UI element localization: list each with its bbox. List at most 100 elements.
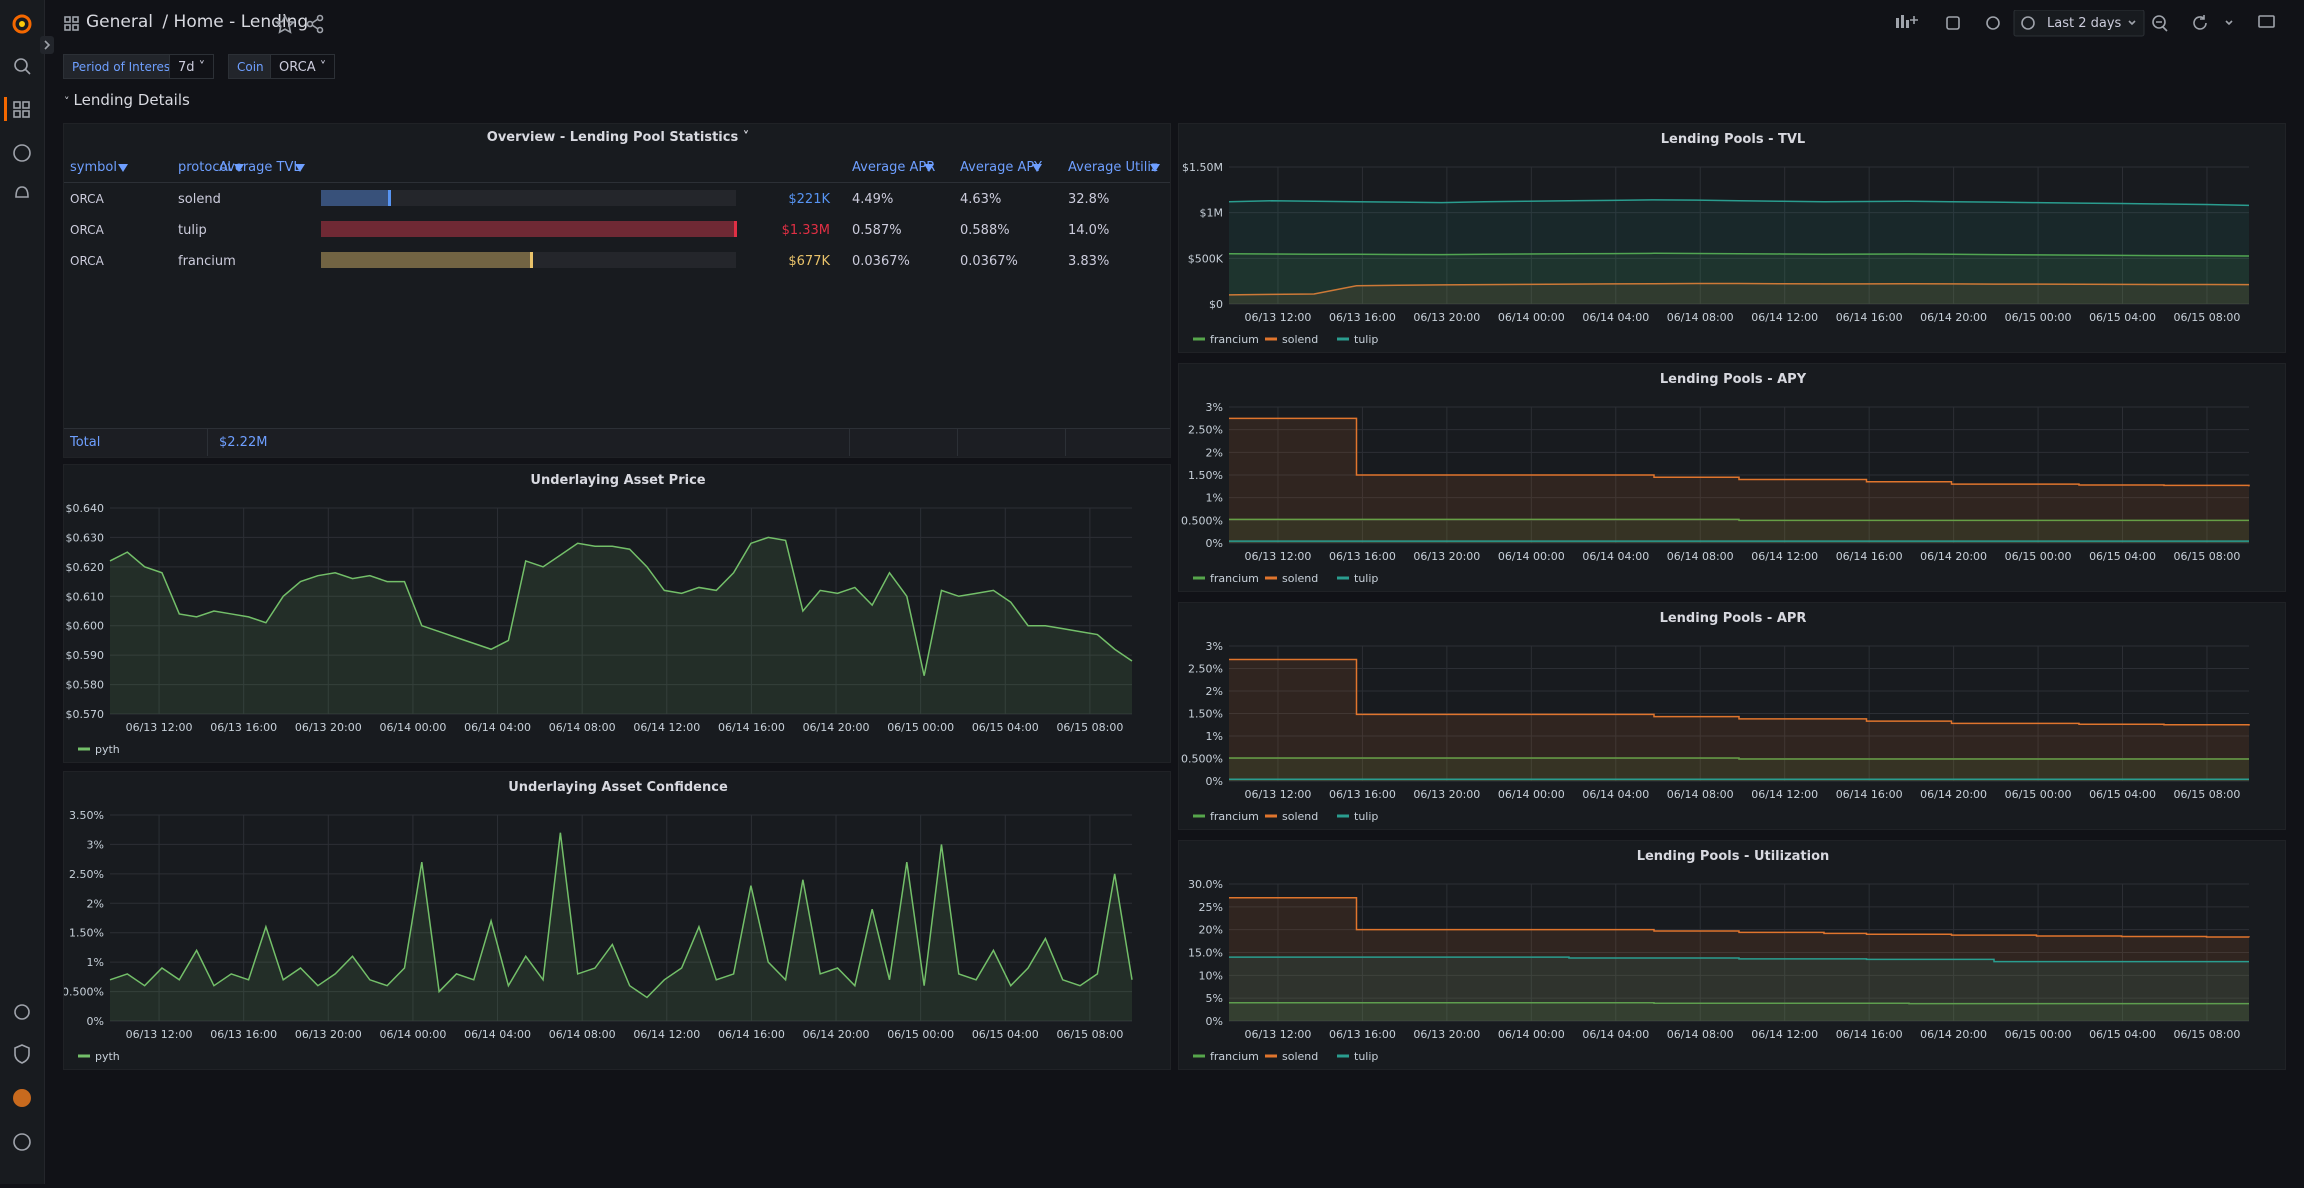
legend-label[interactable]: solend	[1282, 1050, 1318, 1063]
y-tick-label: $1M	[1200, 207, 1224, 220]
y-tick-label: 0.500%	[64, 986, 104, 999]
y-tick-label: 1.50%	[1188, 708, 1223, 721]
filter-icon[interactable]	[924, 164, 934, 172]
star-icon[interactable]	[274, 14, 296, 34]
filter-icon[interactable]	[234, 164, 244, 172]
table-header-bg	[64, 154, 1170, 183]
legend-label[interactable]: francium	[1210, 810, 1259, 823]
table-cell: tulip	[178, 223, 207, 238]
legend-label[interactable]: solend	[1282, 572, 1318, 585]
breadcrumb-dashboard[interactable]: Home - Lending	[173, 12, 309, 32]
column-header[interactable]: symbol	[70, 160, 117, 175]
title-actions	[274, 14, 324, 34]
tvl-bar	[321, 190, 390, 206]
icon-square	[13, 110, 21, 118]
save-icon[interactable]	[1946, 16, 1960, 30]
column-header[interactable]: Average APY	[960, 160, 1042, 175]
x-tick-label: 06/13 12:00	[126, 1028, 193, 1041]
legend-label[interactable]: francium	[1210, 1050, 1259, 1063]
tv-mode-icon[interactable]	[2258, 15, 2275, 28]
explore-icon[interactable]	[13, 144, 31, 162]
x-tick-label: 06/13 12:00	[1245, 788, 1312, 801]
filter-icon[interactable]	[295, 164, 305, 172]
search-icon[interactable]	[14, 58, 28, 72]
legend-label[interactable]: solend	[1282, 333, 1318, 346]
shield-icon[interactable]	[14, 1044, 30, 1064]
sidebar-expand[interactable]	[40, 36, 54, 54]
filter-icon[interactable]	[118, 164, 128, 172]
legend-label[interactable]: pyth	[95, 743, 120, 756]
legend-label[interactable]: pyth	[95, 1050, 120, 1063]
refresh-icon[interactable]	[2193, 15, 2207, 30]
series-line	[1229, 757, 2249, 760]
refresh-chevron[interactable]	[2225, 20, 2233, 26]
time-picker[interactable]	[2013, 10, 2145, 37]
series-area	[1229, 659, 2249, 781]
legend-label[interactable]: solend	[1282, 810, 1318, 823]
x-tick-label: 06/13 16:00	[1329, 311, 1396, 324]
add-panel-button[interactable]	[1896, 15, 1918, 28]
settings-icon[interactable]	[14, 1004, 30, 1020]
column-header[interactable]: protocol	[178, 160, 232, 175]
panel-title[interactable]: Underlaying Asset Confidence	[508, 780, 728, 795]
legend-label[interactable]: francium	[1210, 333, 1259, 346]
variable-value[interactable]: ORCA ˅	[270, 54, 336, 79]
legend-label[interactable]: tulip	[1354, 810, 1378, 823]
table-cell: 32.8%	[1068, 192, 1110, 207]
legend-label[interactable]: francium	[1210, 572, 1259, 585]
y-tick-label: $0.590	[66, 649, 105, 662]
variable-value-text: ORCA	[279, 60, 316, 75]
panel-title[interactable]: Overview - Lending Pool Statistics ˅	[486, 130, 750, 145]
help-icon[interactable]	[13, 1133, 31, 1151]
series-area	[1229, 1002, 2249, 1021]
table-cell: 0.588%	[960, 223, 1010, 238]
x-tick-label: 06/14 00:00	[1498, 311, 1565, 324]
series-line	[1229, 417, 2250, 487]
column-header[interactable]: Average APR	[852, 160, 936, 175]
user-avatar[interactable]	[13, 1089, 31, 1107]
y-tick-label: $500K	[1188, 252, 1224, 265]
dashboards-icon[interactable]	[13, 101, 30, 118]
settings-icon[interactable]	[1986, 16, 2000, 30]
row-header[interactable]: ˅ Lending Details	[64, 91, 190, 109]
grafana-logo[interactable]	[12, 14, 32, 34]
panel-title[interactable]: Lending Pools - TVL	[1661, 132, 1805, 147]
chart: Underlaying Asset Price $0.570 $0.580 $0.59…	[66, 473, 1133, 756]
column-header[interactable]: Average Utiliz	[1068, 160, 1158, 175]
panel-title[interactable]: Underlaying Asset Price	[530, 473, 705, 488]
x-tick-label: 06/14 12:00	[633, 721, 700, 734]
alerting-icon[interactable]	[15, 186, 29, 198]
y-tick-label: $0.640	[66, 502, 105, 515]
x-tick-label: 06/15 00:00	[887, 1028, 954, 1041]
variable-value[interactable]: 7d ˅	[169, 54, 215, 79]
panel-title[interactable]: Lending Pools - APR	[1660, 611, 1807, 626]
legend-label[interactable]: tulip	[1354, 572, 1378, 585]
series-line	[1228, 199, 2250, 207]
legend-label[interactable]: tulip	[1354, 333, 1378, 346]
x-tick-label: 06/15 04:00	[2089, 1028, 2156, 1041]
panel-title[interactable]: Lending Pools - APY	[1660, 372, 1807, 387]
x-tick-label: 06/14 20:00	[803, 1028, 870, 1041]
x-tick-label: 06/14 00:00	[1498, 550, 1565, 563]
icon-plus	[1910, 16, 1918, 24]
variable-label: Coin	[228, 54, 273, 79]
filter-icon[interactable]	[1032, 164, 1042, 172]
footer-label: Total	[70, 435, 101, 450]
x-tick-label: 06/14 16:00	[718, 1028, 785, 1041]
panel-title[interactable]: Lending Pools - Utilization	[1637, 849, 1830, 864]
y-tick-label: $1.50M	[1182, 161, 1223, 174]
footer-divider	[1065, 428, 1066, 456]
series-area	[1229, 957, 2249, 1021]
x-tick-label: 06/14 20:00	[1920, 311, 1987, 324]
footer-total: $2.22M	[219, 435, 268, 450]
breadcrumb-folder[interactable]: General	[86, 12, 153, 32]
x-tick-label: 06/14 08:00	[1667, 311, 1734, 324]
column-header[interactable]: Average TVL	[219, 160, 301, 175]
legend-label[interactable]: tulip	[1354, 1050, 1378, 1063]
dashboards-grid-icon[interactable]	[62, 14, 82, 34]
filter-icon[interactable]	[1150, 164, 1160, 172]
share-icon[interactable]	[306, 14, 324, 34]
y-tick-label: 1.50%	[69, 927, 104, 940]
zoom-out-icon[interactable]	[2152, 15, 2166, 29]
share-node	[316, 26, 324, 34]
